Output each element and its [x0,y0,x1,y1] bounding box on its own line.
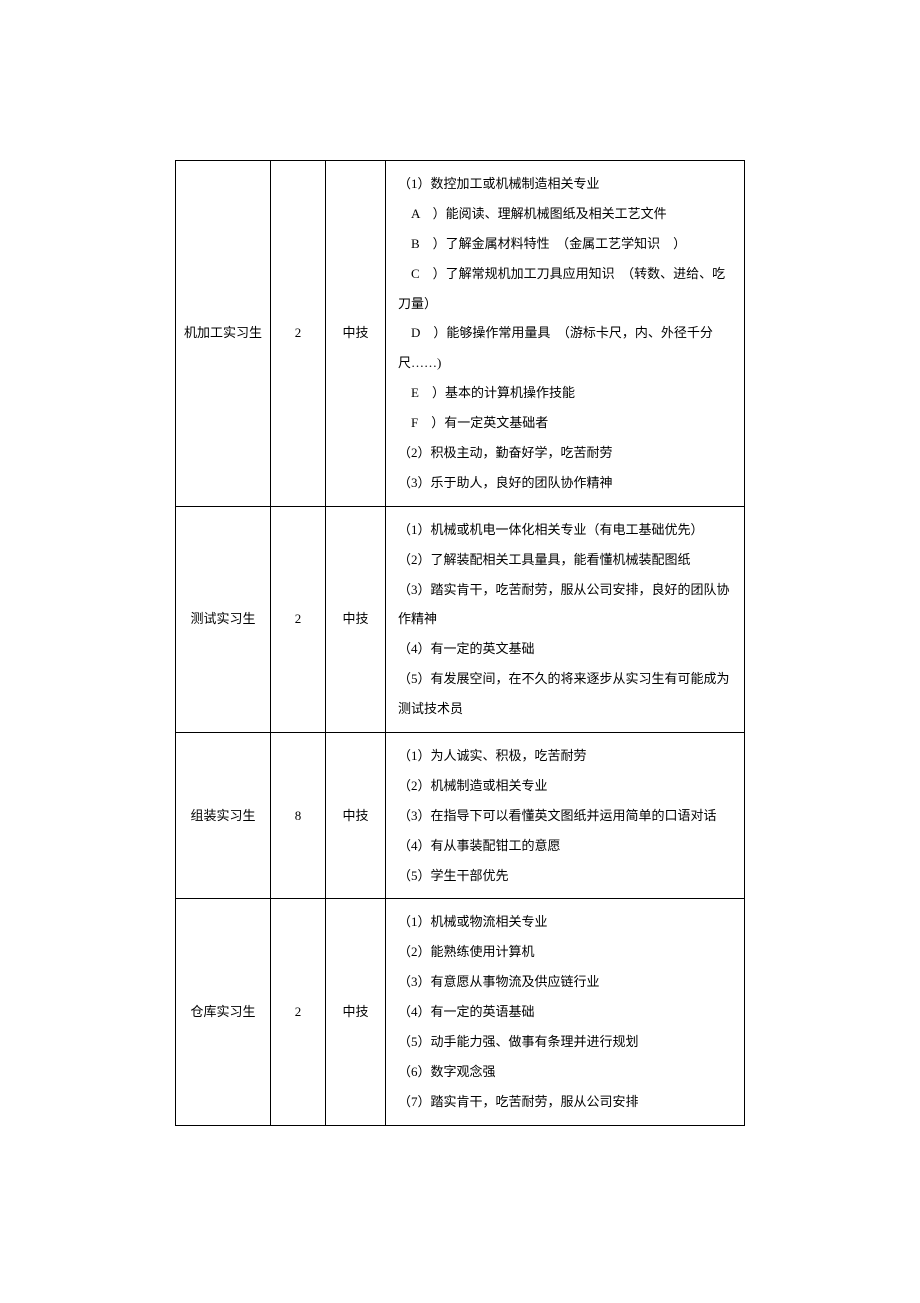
position-cell: 组装实习生 [176,733,271,899]
requirements-cell: （1）数控加工或机械制造相关专业 A ）能阅读、理解机械图纸及相关工艺文件 B … [386,161,745,507]
level-cell: 中技 [326,733,386,899]
level-cell: 中技 [326,506,386,732]
job-requirements-table: 机加工实习生2中技（1）数控加工或机械制造相关专业 A ）能阅读、理解机械图纸及… [175,160,745,1126]
requirement-line: （1）数控加工或机械制造相关专业 [398,169,734,199]
requirement-line: （2）了解装配相关工具量具，能看懂机械装配图纸 [398,545,734,575]
level-cell: 中技 [326,899,386,1125]
level-cell: 中技 [326,161,386,507]
requirement-line: E ）基本的计算机操作技能 [398,378,734,408]
count-cell: 8 [271,733,326,899]
requirement-line: F ）有一定英文基础者 [398,408,734,438]
table-row: 机加工实习生2中技（1）数控加工或机械制造相关专业 A ）能阅读、理解机械图纸及… [176,161,745,507]
requirement-line: （2）机械制造或相关专业 [398,771,734,801]
requirement-line: A ）能阅读、理解机械图纸及相关工艺文件 [398,199,734,229]
requirement-line: C ）了解常规机加工刀具应用知识 （转数、进给、吃刀量） [398,259,734,319]
requirement-line: （2）积极主动，勤奋好学，吃苦耐劳 [398,438,734,468]
requirements-cell: （1）机械或机电一体化相关专业（有电工基础优先）（2）了解装配相关工具量具，能看… [386,506,745,732]
requirement-line: （4）有一定的英文基础 [398,634,734,664]
count-cell: 2 [271,899,326,1125]
table-row: 仓库实习生2中技（1）机械或物流相关专业（2）能熟练使用计算机（3）有意愿从事物… [176,899,745,1125]
requirement-line: D ）能够操作常用量具 （游标卡尺，内、外径千分尺……) [398,318,734,378]
position-cell: 测试实习生 [176,506,271,732]
table-body: 机加工实习生2中技（1）数控加工或机械制造相关专业 A ）能阅读、理解机械图纸及… [176,161,745,1126]
requirement-line: （3）有意愿从事物流及供应链行业 [398,967,734,997]
requirement-line: （6）数字观念强 [398,1057,734,1087]
requirement-line: （3）乐于助人，良好的团队协作精神 [398,468,734,498]
requirements-cell: （1）机械或物流相关专业（2）能熟练使用计算机（3）有意愿从事物流及供应链行业（… [386,899,745,1125]
requirement-line: （3）在指导下可以看懂英文图纸并运用简单的口语对话 [398,801,734,831]
requirement-line: （1）机械或机电一体化相关专业（有电工基础优先） [398,515,734,545]
requirement-line: （3）踏实肯干，吃苦耐劳，服从公司安排，良好的团队协作精神 [398,575,734,635]
table-row: 测试实习生2中技（1）机械或机电一体化相关专业（有电工基础优先）（2）了解装配相… [176,506,745,732]
requirement-line: （4）有从事装配钳工的意愿 [398,831,734,861]
count-cell: 2 [271,506,326,732]
requirement-line: （5）动手能力强、做事有条理并进行规划 [398,1027,734,1057]
requirement-line: （5）有发展空间，在不久的将来逐步从实习生有可能成为测试技术员 [398,664,734,724]
requirement-line: （7）踏实肯干，吃苦耐劳，服从公司安排 [398,1087,734,1117]
requirement-line: （4）有一定的英语基础 [398,997,734,1027]
count-cell: 2 [271,161,326,507]
table-row: 组装实习生8中技（1）为人诚实、积极，吃苦耐劳（2）机械制造或相关专业（3）在指… [176,733,745,899]
requirement-line: B ）了解金属材料特性 （金属工艺学知识 ） [398,229,734,259]
requirements-cell: （1）为人诚实、积极，吃苦耐劳（2）机械制造或相关专业（3）在指导下可以看懂英文… [386,733,745,899]
position-cell: 机加工实习生 [176,161,271,507]
requirement-line: （1）为人诚实、积极，吃苦耐劳 [398,741,734,771]
requirement-line: （5）学生干部优先 [398,861,734,891]
position-cell: 仓库实习生 [176,899,271,1125]
requirement-line: （2）能熟练使用计算机 [398,937,734,967]
requirement-line: （1）机械或物流相关专业 [398,907,734,937]
